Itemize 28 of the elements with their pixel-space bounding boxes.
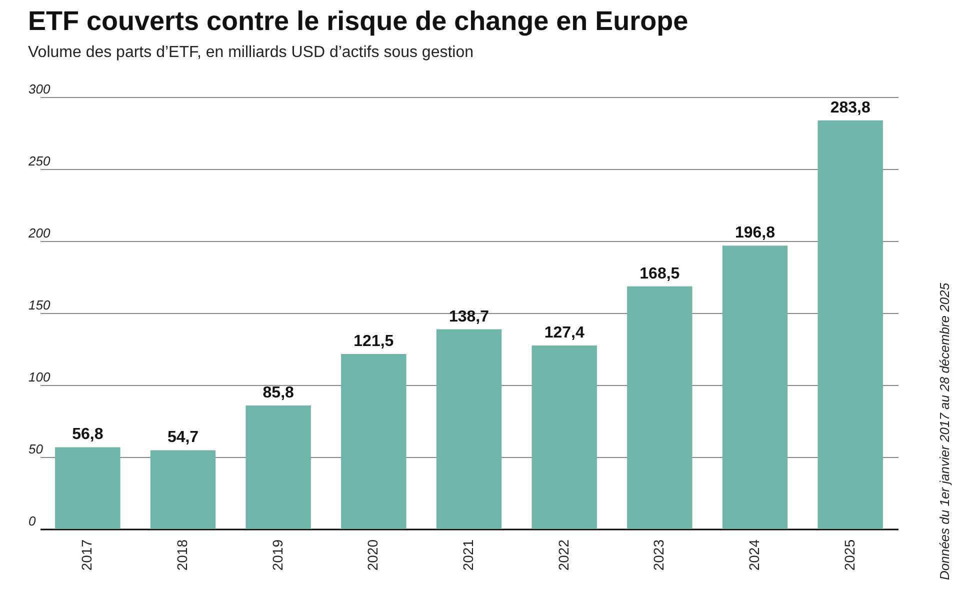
y-tick-label: 150	[28, 298, 51, 312]
x-tick-label: 2017	[78, 539, 95, 571]
data-label: 85,8	[262, 384, 294, 402]
y-tick-label: 100	[28, 370, 51, 384]
y-tick-label: 250	[28, 154, 51, 168]
data-label: 138,7	[448, 308, 490, 326]
y-tick-label: 200	[28, 226, 51, 240]
y-tick-label: 50	[28, 442, 44, 456]
x-tick-label: 2020	[364, 539, 381, 571]
data-label: 54,7	[167, 429, 199, 446]
x-tick-label: 2018	[174, 539, 190, 571]
data-label: 196,8	[734, 224, 776, 242]
data-label: 127,4	[544, 324, 584, 342]
data-label: 56,8	[72, 426, 104, 444]
y-tick-label: 0	[28, 514, 36, 528]
x-tick-label: 2023	[650, 539, 667, 571]
x-tick-label: 2021	[460, 539, 476, 571]
data-label: 121,5	[354, 333, 394, 350]
y-tick-label: 300	[28, 82, 51, 96]
data-label: 283,8	[830, 99, 870, 116]
x-tick-label: 2019	[269, 539, 286, 571]
x-tick-label: 2022	[555, 539, 572, 571]
chart-title: ETF couverts contre le risque de change en Europe	[28, 6, 688, 36]
x-tick-label: 2025	[841, 539, 858, 571]
text: Données du 1er janvier 2017 au 28 décembre 2025	[937, 282, 952, 580]
x-tick-label: 2024	[746, 539, 762, 571]
chart-subtitle: Volume des parts d’ETF, en milliards USD d’actifs sous gestion	[28, 44, 474, 61]
data-label: 168,5	[640, 265, 680, 282]
